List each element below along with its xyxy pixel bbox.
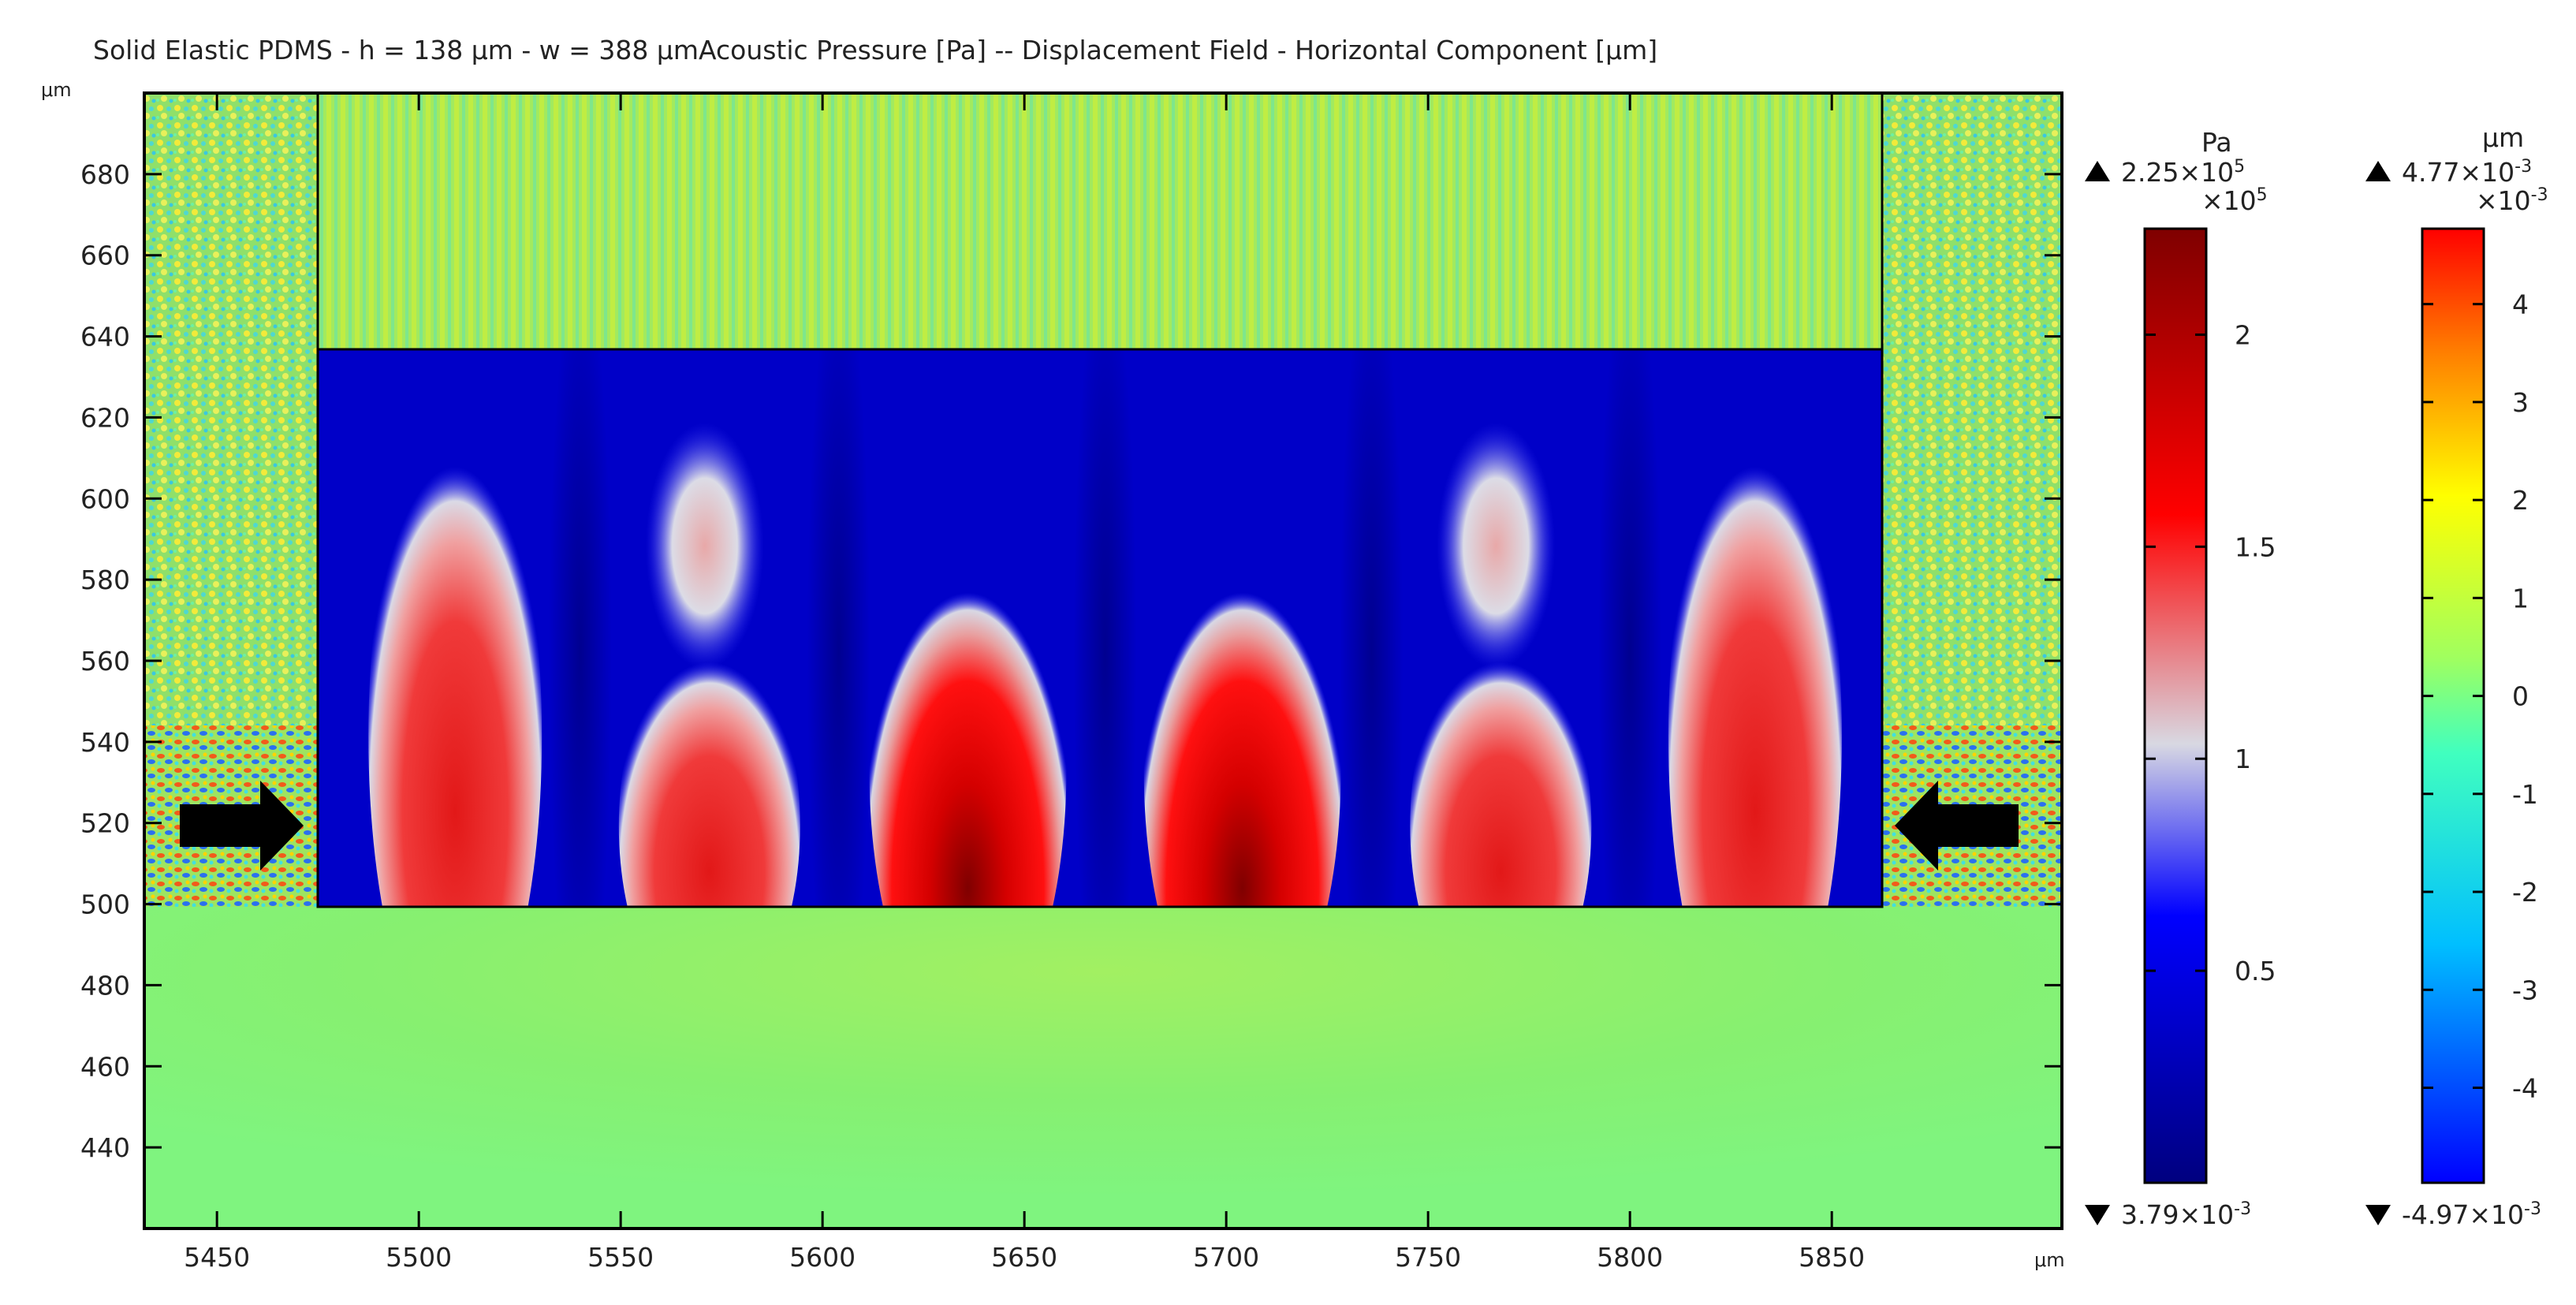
pressure-lobe <box>1410 635 1592 907</box>
pressure-lobe <box>1143 501 1341 907</box>
plot-area <box>143 91 2063 1230</box>
y-tick-label: 500 <box>80 889 130 920</box>
colorbar-tick-label: -4 <box>2512 1072 2538 1103</box>
y-tick-label: 580 <box>80 565 130 595</box>
x-tick-label: 5650 <box>991 1242 1057 1273</box>
top-fluid-band <box>318 93 1882 349</box>
pressure-multiplier: ×105 <box>2201 185 2268 216</box>
min-triangle-icon <box>2365 1205 2391 1225</box>
x-tick-label: 5600 <box>789 1242 856 1273</box>
plot-title: Solid Elastic PDMS - h = 138 μm - w = 38… <box>93 35 1658 65</box>
max-triangle-icon <box>2365 161 2391 181</box>
pressure-lobes <box>368 349 1842 907</box>
colorbar-tick-label: -2 <box>2512 877 2538 908</box>
pressure-node <box>807 349 870 907</box>
colorbar-tick-label: 3 <box>2512 387 2529 418</box>
pressure-unit: Pa <box>2201 127 2232 158</box>
pressure-colorbar: Pa 2.25×105 ×105 2 1.5 1 0.5 3.79×10-3 <box>2085 127 2276 1230</box>
x-tick-label: 5500 <box>386 1242 452 1273</box>
colorbar-tick-label: -1 <box>2512 779 2538 810</box>
displacement-multiplier: ×10-3 <box>2476 185 2548 216</box>
y-tick-label: 460 <box>80 1051 130 1082</box>
colorbar-tick-label: 2 <box>2235 319 2251 350</box>
colorbar-tick-label: 4 <box>2512 289 2529 320</box>
y-tick-label: 660 <box>80 240 130 271</box>
x-tick-label: 5800 <box>1597 1242 1663 1273</box>
y-tick-label: 480 <box>80 970 130 1001</box>
displacement-max-label: 4.77×10-3 <box>2402 157 2532 188</box>
y-tick-label: 620 <box>80 402 130 433</box>
pressure-max-label: 2.25×105 <box>2121 157 2245 188</box>
pressure-min-label: 3.79×10-3 <box>2121 1199 2251 1230</box>
pressure-lobe <box>869 501 1067 907</box>
pressure-lobe <box>618 635 800 907</box>
pressure-lobe-upper <box>645 423 764 669</box>
pressure-lobe <box>368 423 542 907</box>
x-tick-label: 5700 <box>1193 1242 1259 1273</box>
colorbar-tick-label: 2 <box>2512 485 2529 516</box>
colorbar-tick-label: 0 <box>2512 681 2529 712</box>
pressure-node <box>548 349 612 907</box>
max-triangle-icon <box>2085 161 2110 181</box>
y-unit-label: μm <box>41 79 72 101</box>
colorbar-tick-label: 1.5 <box>2235 531 2276 562</box>
pressure-node <box>1598 349 1662 907</box>
displacement-min-label: -4.97×10-3 <box>2402 1199 2541 1230</box>
x-unit-label: μm <box>2034 1249 2065 1271</box>
x-tick-label: 5450 <box>184 1242 250 1273</box>
right-arrow-icon <box>1895 781 2019 871</box>
colorbar-tick-label: 1 <box>2235 744 2251 774</box>
pressure-lobe <box>1668 423 1842 907</box>
x-tick-label: 5550 <box>587 1242 654 1273</box>
colorbar-tick-label: 1 <box>2512 583 2529 613</box>
y-tick-label: 440 <box>80 1132 130 1163</box>
displacement-unit: μm <box>2482 122 2524 153</box>
pressure-node <box>1073 349 1137 907</box>
pressure-lobe-upper <box>1437 423 1556 669</box>
axes: 5450 5500 5550 5600 5650 5700 5750 5800 5850 440 4… <box>80 93 2062 1273</box>
pressure-node <box>1340 349 1404 907</box>
channel-pressure-field <box>318 349 1882 907</box>
y-tick-label: 680 <box>80 159 130 190</box>
colorbar-tick-label: 0.5 <box>2235 956 2276 986</box>
displacement-colorbar: μm 4.77×10-3 ×10-3 4 3 2 1 0 -1 -2 -3 -4 -4.97×1… <box>2365 122 2548 1230</box>
displacement-colorbar-gradient <box>2421 227 2485 1184</box>
y-tick-label: 520 <box>80 808 130 839</box>
pressure-ticks: 2 1.5 1 0.5 <box>2145 319 2276 986</box>
pressure-colorbar-gradient <box>2143 227 2208 1184</box>
x-tick-label: 5850 <box>1799 1242 1865 1273</box>
left-arrow-icon <box>180 781 304 871</box>
colorbar-tick-label: -3 <box>2512 975 2538 1005</box>
y-tick-label: 560 <box>80 646 130 677</box>
x-tick-label: 5750 <box>1395 1242 1461 1273</box>
y-tick-label: 540 <box>80 727 130 758</box>
solid-substrate <box>144 907 2062 1229</box>
y-tick-label: 600 <box>80 483 130 514</box>
displacement-ticks: 4 3 2 1 0 -1 -2 -3 -4 <box>2422 289 2538 1103</box>
y-tick-label: 640 <box>80 322 130 352</box>
min-triangle-icon <box>2085 1205 2110 1225</box>
